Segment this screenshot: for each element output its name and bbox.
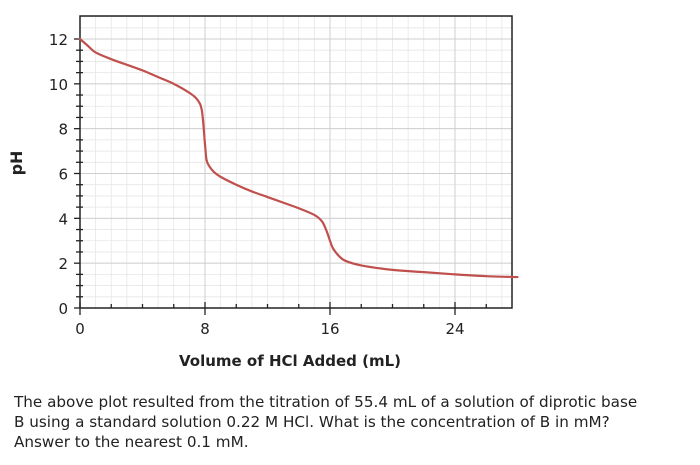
- titration-curve: [78, 37, 519, 279]
- question-text: The above plot resulted from the titrati…: [14, 392, 694, 452]
- x-tick-label: 0: [75, 320, 85, 338]
- grid-major: [80, 16, 512, 308]
- question-line-3: Answer to the nearest 0.1 mM.: [14, 433, 249, 451]
- y-tick-labels: 0 2 4 6 8 10 12: [49, 31, 68, 318]
- y-tick-label: 10: [49, 76, 68, 94]
- y-tick-label: 6: [58, 166, 68, 184]
- y-tick-label: 2: [58, 255, 68, 273]
- y-tick-label: 0: [58, 300, 68, 318]
- x-axis-label: Volume of HCl Added (mL): [178, 352, 402, 370]
- x-tick-label: 24: [445, 320, 464, 338]
- axis-ticks: [74, 38, 487, 315]
- grid-minor: [80, 16, 512, 308]
- x-tick-labels: 0 8 16 24: [75, 320, 464, 338]
- y-axis-label: pH: [7, 151, 26, 176]
- y-tick-label: 4: [58, 210, 68, 228]
- x-tick-label: 16: [320, 320, 339, 338]
- x-tick-label: 8: [200, 320, 210, 338]
- y-tick-label: 8: [58, 121, 68, 139]
- question-line-2: B using a standard solution 0.22 M HCl. …: [14, 413, 610, 431]
- y-tick-label: 12: [49, 31, 68, 49]
- question-line-1: The above plot resulted from the titrati…: [14, 393, 638, 411]
